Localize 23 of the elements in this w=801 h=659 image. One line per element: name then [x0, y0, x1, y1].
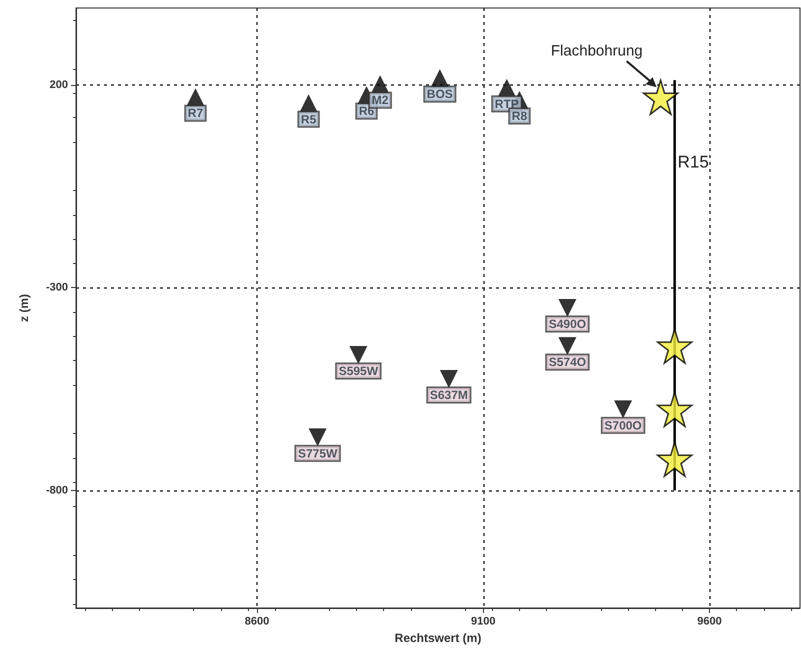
data-label: R7: [188, 106, 204, 120]
data-label: R6: [358, 104, 374, 118]
data-label: S595W: [338, 364, 379, 378]
y-tick-label: 200: [50, 79, 68, 92]
data-label: BOS: [426, 87, 453, 102]
y-tick-label: -300: [46, 282, 68, 294]
x-tick-label: 9100: [471, 616, 496, 628]
data-label: R5: [300, 112, 317, 126]
data-label: M2: [372, 93, 389, 108]
data-label: S490O: [548, 317, 586, 331]
y-tick-label: -800: [46, 484, 68, 496]
y-axis-title: z (m): [17, 294, 31, 322]
data-label: S700O: [604, 418, 642, 432]
series-label: R15: [678, 152, 709, 172]
x-axis-title: Rechtswert (m): [394, 630, 482, 645]
data-label: RTP: [494, 96, 519, 111]
data-label: S775W: [298, 446, 338, 460]
x-tick-label: 8600: [244, 616, 270, 628]
data-label: R8: [512, 109, 528, 124]
data-label: S574O: [548, 355, 586, 370]
data-label: S637M: [430, 388, 468, 402]
x-tick-label: 9600: [697, 616, 722, 628]
annotation: Flachbohrung: [550, 42, 643, 60]
